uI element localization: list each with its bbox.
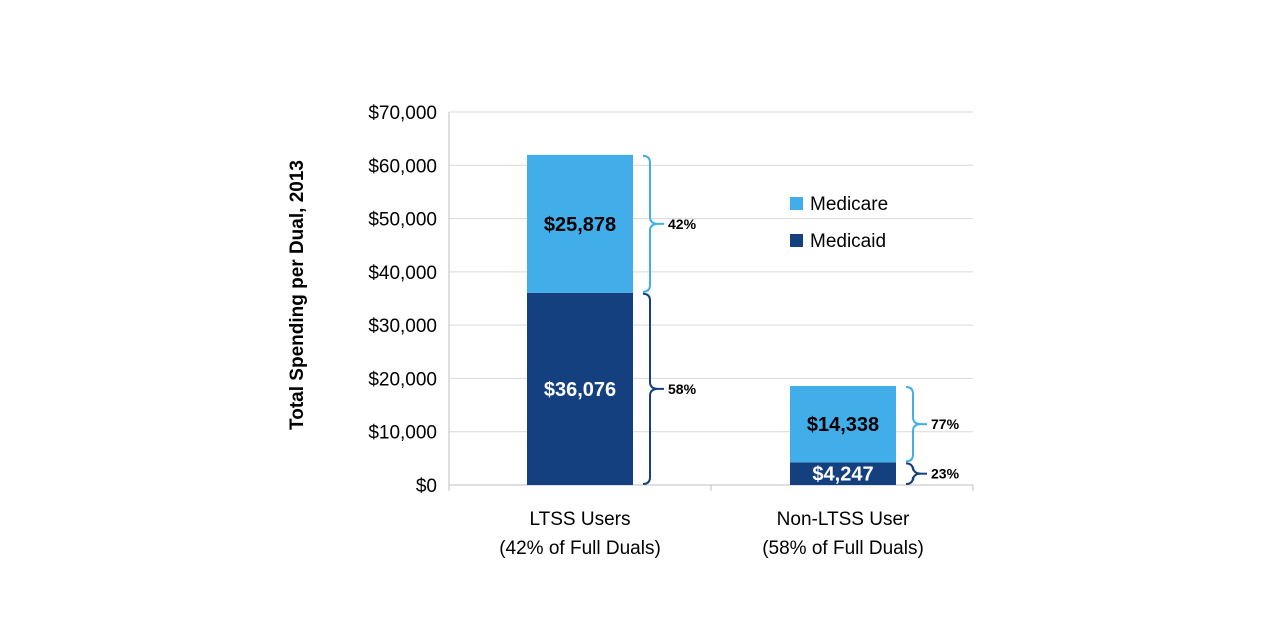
- y-tick-label: $30,000: [368, 316, 437, 337]
- y-tick-label: $10,000: [368, 423, 437, 444]
- legend-label: Medicare: [810, 194, 888, 215]
- value-label: $14,338: [807, 414, 879, 436]
- share-label: 42%: [668, 216, 697, 232]
- legend-swatch-medicaid: [790, 234, 803, 247]
- category-label: LTSS Users: [529, 509, 630, 530]
- y-tick-label: $40,000: [368, 263, 437, 284]
- bar-segment-medicaid: [527, 292, 633, 485]
- y-tick-label: $60,000: [368, 156, 437, 177]
- value-label: $4,247: [812, 464, 873, 486]
- category-labels: LTSS Users (42% of Full Duals) Non-LTSS Us…: [499, 509, 924, 559]
- share-label: 23%: [931, 466, 960, 482]
- legend: Medicare Medicaid: [790, 194, 888, 252]
- share-label: 77%: [931, 416, 960, 432]
- y-tick-label: $20,000: [368, 369, 437, 390]
- share-brace: [905, 385, 922, 463]
- legend-label: Medicaid: [810, 231, 886, 252]
- share-braces: 58% 42% 23% 77%: [642, 154, 960, 485]
- category-label-sub: (58% of Full Duals): [762, 538, 924, 559]
- value-labels: $36,076 $25,878 $4,247 $14,338: [544, 214, 879, 486]
- share-brace: [642, 292, 659, 485]
- bar-segment-medicare: [527, 154, 633, 293]
- y-tick-label: $0: [416, 476, 437, 497]
- value-label: $25,878: [544, 214, 616, 236]
- y-axis-label: Total Spending per Dual, 2013: [287, 160, 308, 430]
- y-tick-label: $70,000: [368, 103, 437, 124]
- legend-swatch-medicare: [790, 197, 803, 210]
- y-axis-ticks: $0 $10,000 $20,000 $30,000 $40,000 $50,000 $60…: [368, 103, 437, 497]
- category-label-sub: (42% of Full Duals): [499, 538, 661, 559]
- value-label: $36,076: [544, 379, 616, 401]
- share-brace: [905, 462, 922, 485]
- bar-segment-medicare: [790, 385, 896, 463]
- category-label: Non-LTSS User: [777, 509, 910, 530]
- share-label: 58%: [668, 381, 697, 397]
- y-tick-label: $50,000: [368, 210, 437, 231]
- bars: [527, 154, 896, 485]
- bar-segment-medicaid: [790, 462, 896, 485]
